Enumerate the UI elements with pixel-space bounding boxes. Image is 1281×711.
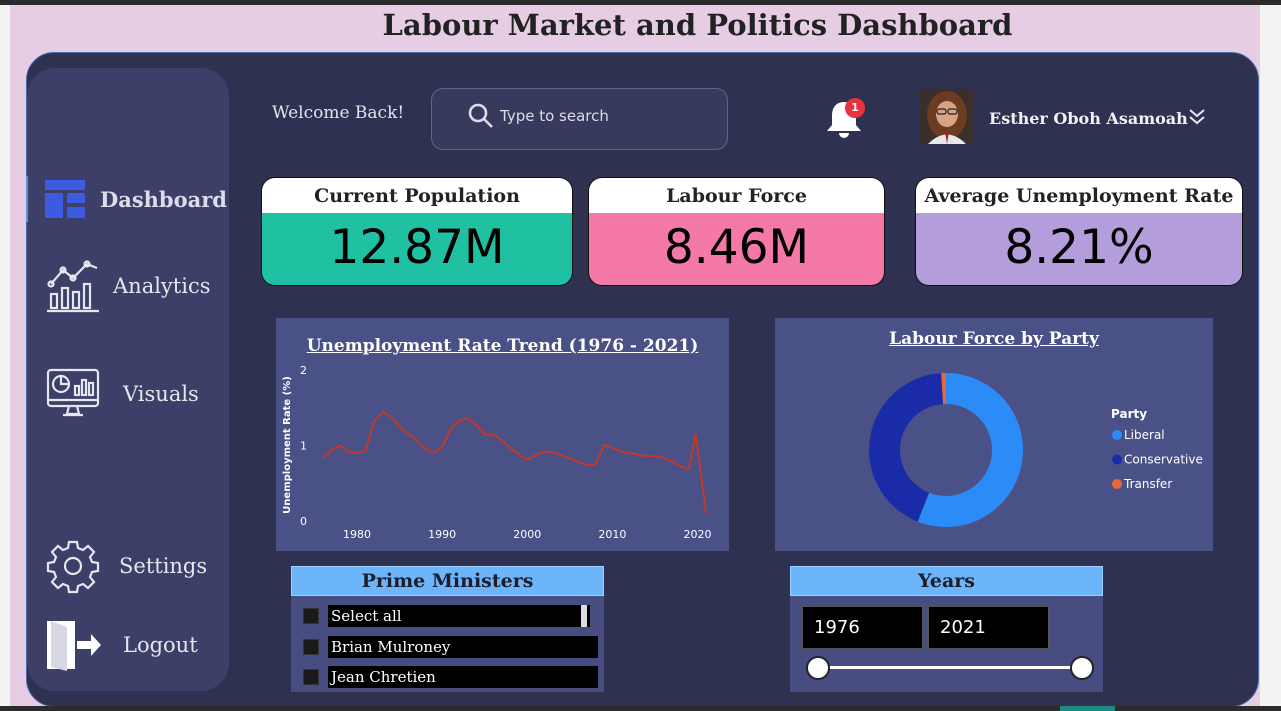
y-tick-label: 0 bbox=[300, 515, 307, 528]
pie-slice-transfer bbox=[941, 373, 946, 405]
checkbox[interactable] bbox=[303, 608, 319, 624]
sidebar-item-label: Dashboard bbox=[100, 186, 227, 212]
year-start-handle[interactable] bbox=[806, 656, 830, 680]
checkbox[interactable] bbox=[303, 639, 319, 655]
sidebar-item-visuals[interactable]: Visuals bbox=[45, 366, 199, 422]
dashboard-icon bbox=[45, 178, 85, 220]
slicer-title: Years bbox=[790, 566, 1103, 596]
kpi-value: 8.21% bbox=[916, 213, 1242, 285]
kpi-title: Current Population bbox=[262, 178, 572, 213]
sidebar-item-analytics[interactable]: Analytics bbox=[45, 258, 210, 314]
slicer-item-jean-chretien[interactable]: Jean Chretien bbox=[303, 665, 598, 689]
kpi-average-unemployment: Average Unemployment Rate 8.21% bbox=[915, 177, 1243, 286]
slicer-item-brian-mulroney[interactable]: Brian Mulroney bbox=[303, 635, 598, 659]
y-tick-label: 1 bbox=[300, 440, 307, 453]
kpi-labour-force: Labour Force 8.46M bbox=[588, 177, 885, 286]
sidebar-item-label: Logout bbox=[123, 633, 198, 657]
prime-ministers-slicer: Prime Ministers Select all Brian Mulrone… bbox=[291, 566, 604, 692]
unemployment-trend-card: Unemployment Rate Trend (1976 - 2021) 0 1… bbox=[276, 318, 729, 551]
slicer-item-label: Jean Chretien bbox=[328, 666, 598, 688]
kpi-value: 12.87M bbox=[262, 213, 572, 285]
year-range-track bbox=[818, 666, 1082, 669]
slicer-title: Prime Ministers bbox=[291, 566, 604, 596]
pie-slice-conservative bbox=[869, 373, 944, 522]
legend-marker bbox=[1112, 430, 1122, 440]
y-axis-label: Unemployment Rate (%) bbox=[282, 376, 293, 514]
page-title: Labour Market and Politics Dashboard bbox=[382, 8, 1013, 42]
welcome-text: Welcome Back! bbox=[272, 103, 405, 123]
slicer-item-label: Brian Mulroney bbox=[328, 636, 598, 658]
legend-label: Conservative bbox=[1124, 453, 1203, 467]
sidebar-item-dashboard[interactable]: Dashboard bbox=[45, 178, 227, 220]
x-tick-label: 2010 bbox=[598, 528, 626, 541]
slicer-item-select-all[interactable]: Select all bbox=[303, 604, 590, 628]
pie-slice-liberal bbox=[917, 373, 1023, 527]
search-icon bbox=[468, 103, 494, 133]
left-margin bbox=[0, 5, 10, 711]
user-name[interactable]: Esther Oboh Asamoah bbox=[989, 109, 1188, 128]
search-input[interactable]: Type to search bbox=[500, 107, 609, 125]
notification-badge: 1 bbox=[845, 98, 865, 118]
settings-icon bbox=[45, 538, 101, 594]
window-top-border bbox=[0, 0, 1281, 5]
visuals-icon bbox=[45, 366, 101, 422]
analytics-icon bbox=[45, 258, 101, 314]
legend-label: Transfer bbox=[1123, 477, 1172, 491]
kpi-current-population: Current Population 12.87M bbox=[261, 177, 573, 286]
logout-icon bbox=[45, 617, 103, 673]
year-end-field[interactable]: 2021 bbox=[928, 606, 1049, 649]
right-margin bbox=[1260, 5, 1281, 711]
year-end-handle[interactable] bbox=[1070, 656, 1094, 680]
scrollbar[interactable] bbox=[581, 605, 587, 627]
kpi-title: Labour Force bbox=[589, 178, 884, 213]
chevron-down-icon[interactable] bbox=[1186, 106, 1208, 132]
legend-marker bbox=[1112, 454, 1122, 465]
x-tick-label: 2020 bbox=[683, 528, 711, 541]
x-tick-label: 1980 bbox=[343, 528, 371, 541]
sidebar-item-settings[interactable]: Settings bbox=[45, 538, 207, 594]
chart-title: Unemployment Rate Trend (1976 - 2021) bbox=[306, 336, 699, 356]
avatar[interactable] bbox=[920, 89, 974, 144]
legend-title: Party bbox=[1111, 407, 1147, 421]
slicer-item-label: Select all bbox=[328, 605, 590, 627]
sidebar-item-label: Analytics bbox=[113, 274, 211, 298]
chart-title: Labour Force by Party bbox=[889, 329, 1099, 349]
donut-chart: Party Liberal Conservative Transfer bbox=[869, 373, 1203, 527]
year-start-field[interactable]: 1976 bbox=[802, 606, 923, 649]
x-tick-label: 2000 bbox=[513, 528, 541, 541]
labour-force-by-party-card: Labour Force by Party Party Liberal Conser… bbox=[775, 318, 1213, 551]
sidebar-item-label: Visuals bbox=[123, 382, 199, 406]
legend-marker bbox=[1112, 479, 1122, 489]
sidebar-item-logout[interactable]: Logout bbox=[45, 617, 198, 673]
search-box[interactable]: Type to search bbox=[431, 88, 728, 150]
y-tick-label: 2 bbox=[300, 364, 307, 377]
legend-label: Liberal bbox=[1124, 428, 1165, 442]
kpi-value: 8.46M bbox=[589, 213, 884, 285]
checkbox[interactable] bbox=[303, 669, 319, 685]
window-bottom-border bbox=[0, 706, 1281, 711]
kpi-title: Average Unemployment Rate bbox=[916, 178, 1242, 213]
x-tick-label: 1990 bbox=[428, 528, 456, 541]
sidebar-item-label: Settings bbox=[119, 554, 208, 578]
series-line bbox=[322, 411, 707, 514]
line-chart: 0 1 2 1980 1990 2000 2010 2020 Unemployment Rate… bbox=[282, 364, 711, 541]
active-indicator bbox=[26, 176, 28, 222]
